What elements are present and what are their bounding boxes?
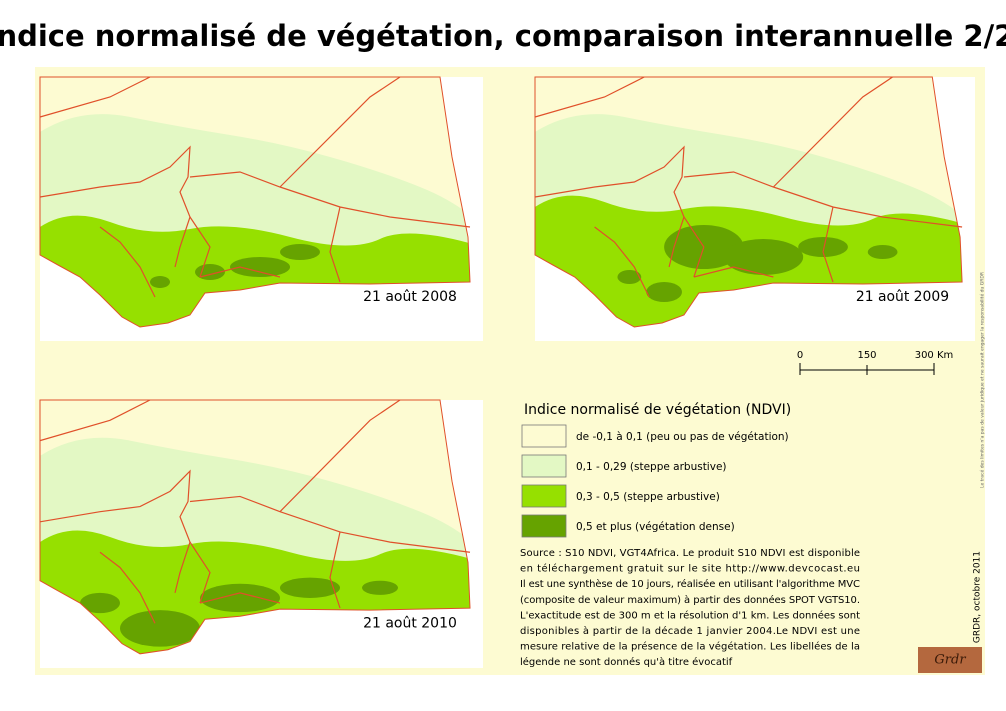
dense-zone (723, 239, 804, 275)
border (279, 399, 401, 513)
border (822, 206, 834, 283)
dense-zone (200, 583, 280, 613)
dense-zone (867, 245, 898, 259)
coast (39, 399, 471, 655)
border (534, 76, 645, 118)
source-line: mesure relative de la présence de la vég… (520, 641, 860, 653)
scale-label: 150 (857, 350, 876, 361)
source-line: (composite de valeur maximum) à partir d… (520, 594, 860, 606)
border (189, 171, 471, 228)
border (534, 145, 685, 268)
map: 21 août 2010 (39, 399, 483, 668)
source-line: en téléchargement gratuit sur le site ht… (520, 563, 860, 575)
source-line: légende ne sont donnés qu'à titre évocat… (520, 656, 733, 668)
border (99, 551, 156, 624)
legend-label: de -0,1 à 0,1 (peu ou pas de végétation) (576, 431, 789, 443)
dense-zone (646, 282, 682, 302)
logo-text: Grdr (934, 653, 966, 668)
dense-zone (120, 610, 200, 647)
source-line: L'exactitude est de 300 m et la résoluti… (520, 609, 860, 621)
legend-swatch (521, 424, 567, 448)
legend-label: 0,5 et plus (végétation dense) (576, 521, 735, 533)
legend-title: Indice normalisé de végétation (NDVI) (524, 402, 791, 418)
coast (534, 76, 963, 328)
dense-zone (230, 257, 290, 277)
dense-zone (617, 270, 642, 284)
border (39, 399, 151, 442)
border (693, 266, 774, 278)
source-line: disponibles à partir de la décade 1 janv… (520, 625, 860, 637)
border (329, 206, 341, 283)
border (189, 541, 211, 604)
border (329, 531, 341, 609)
border (772, 76, 893, 188)
copyright: © GRDR, octobre 2011 (973, 551, 983, 655)
scale-label: 300 Km (915, 350, 954, 361)
logo (918, 647, 982, 673)
legend-swatch (521, 514, 567, 538)
map-label: 21 août 2008 (363, 289, 457, 305)
dense-zone (280, 577, 340, 598)
source-line: Source : S10 NDVI, VGT4Africa. Le produi… (520, 548, 860, 559)
border (683, 171, 963, 228)
border (189, 495, 471, 553)
border (99, 226, 156, 298)
legend-label: 0,1 - 0,29 (steppe arbustive) (576, 461, 727, 473)
map: 21 août 2008 (39, 76, 483, 341)
border (39, 145, 191, 268)
map-label: 21 août 2009 (856, 289, 949, 305)
dense-zone (150, 276, 170, 288)
map: 21 août 2009 (534, 76, 975, 341)
border (279, 76, 401, 188)
border (683, 216, 705, 278)
border (189, 216, 211, 278)
border (199, 592, 281, 604)
legend-label: 0,3 - 0,5 (steppe arbustive) (576, 491, 720, 503)
dense-zone (798, 237, 848, 257)
map-label-box (847, 285, 958, 307)
page-title: Indice normalisé de végétation, comparai… (0, 19, 1006, 53)
coast (39, 76, 471, 328)
border (39, 76, 151, 118)
source-line: Il est une synthèse de 10 jours, réalisé… (520, 578, 860, 590)
legend-swatch (521, 484, 567, 508)
map-label: 21 août 2010 (363, 615, 457, 631)
dense-zone (80, 592, 120, 614)
dense-zone (362, 580, 398, 595)
border (39, 469, 191, 594)
map-label-box (355, 611, 465, 634)
disclaimer: Le tracé des limites n'a pas de valeur j… (979, 272, 986, 488)
dense-zone (280, 244, 320, 260)
border (199, 266, 281, 278)
map-label-box (355, 285, 465, 307)
legend-swatch (521, 454, 567, 478)
border (594, 226, 650, 298)
scale-label: 0 (797, 350, 803, 361)
